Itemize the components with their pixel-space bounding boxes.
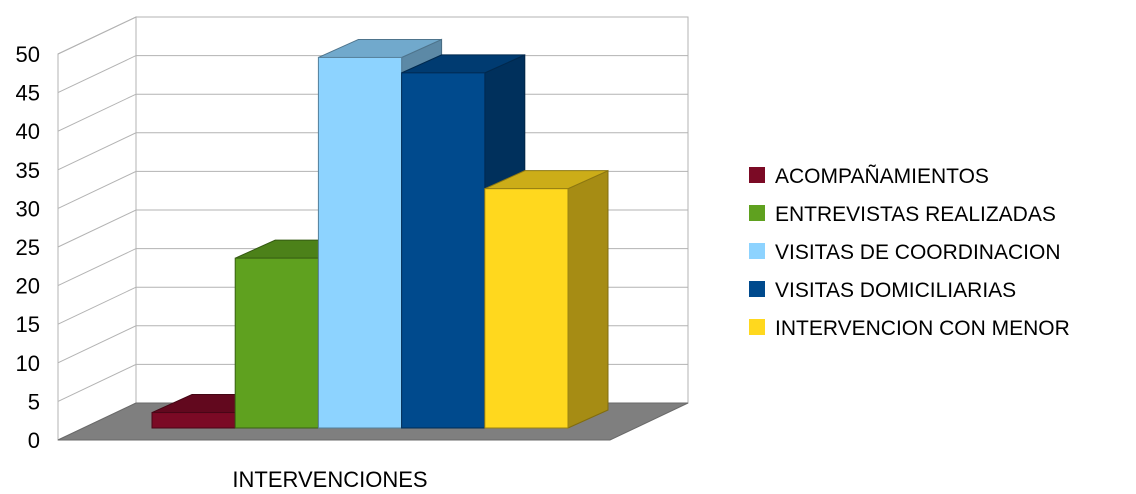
legend-swatch xyxy=(749,243,765,259)
legend-swatch xyxy=(749,319,765,335)
legend-swatch xyxy=(749,281,765,297)
legend-label: VISITAS DE COORDINACION xyxy=(775,241,1060,264)
bars xyxy=(151,38,609,429)
legend-swatch xyxy=(749,205,765,221)
bar xyxy=(234,257,319,429)
y-tick-label: 10 xyxy=(16,351,40,376)
legend-swatch xyxy=(749,167,765,183)
bar xyxy=(484,188,569,429)
bar xyxy=(317,56,403,429)
legend-label: INTERVENCION CON MENOR xyxy=(775,317,1070,340)
x-category-label: INTERVENCIONES xyxy=(232,467,427,489)
y-tick-label: 25 xyxy=(16,235,40,260)
y-tick-label: 0 xyxy=(28,428,40,453)
y-tick-label: 50 xyxy=(16,42,40,67)
legend: ACOMPAÑAMIENTOS ENTREVISTAS REALIZADAS VIS… xyxy=(749,164,1070,340)
y-tick-label: 35 xyxy=(16,158,40,183)
bar xyxy=(401,72,486,429)
x-axis-categories: INTERVENCIONES xyxy=(232,467,427,492)
gridline xyxy=(57,16,688,55)
legend-label: VISITAS DOMICILIARIAS xyxy=(775,279,1016,302)
y-tick-label: 20 xyxy=(16,274,40,299)
legend-label: ACOMPAÑAMIENTOS xyxy=(775,164,989,188)
y-tick-label: 5 xyxy=(28,389,40,414)
bar-side xyxy=(567,169,609,429)
y-tick-label: 40 xyxy=(16,119,40,144)
y-axis-ticks: 0 5 10 15 20 25 30 35 40 45 50 xyxy=(16,42,40,453)
y-tick-label: 30 xyxy=(16,196,40,221)
y-tick-label: 45 xyxy=(16,81,40,106)
y-tick-label: 15 xyxy=(16,312,40,337)
legend-label: ENTREVISTAS REALIZADAS xyxy=(775,203,1056,226)
bar xyxy=(151,412,236,429)
